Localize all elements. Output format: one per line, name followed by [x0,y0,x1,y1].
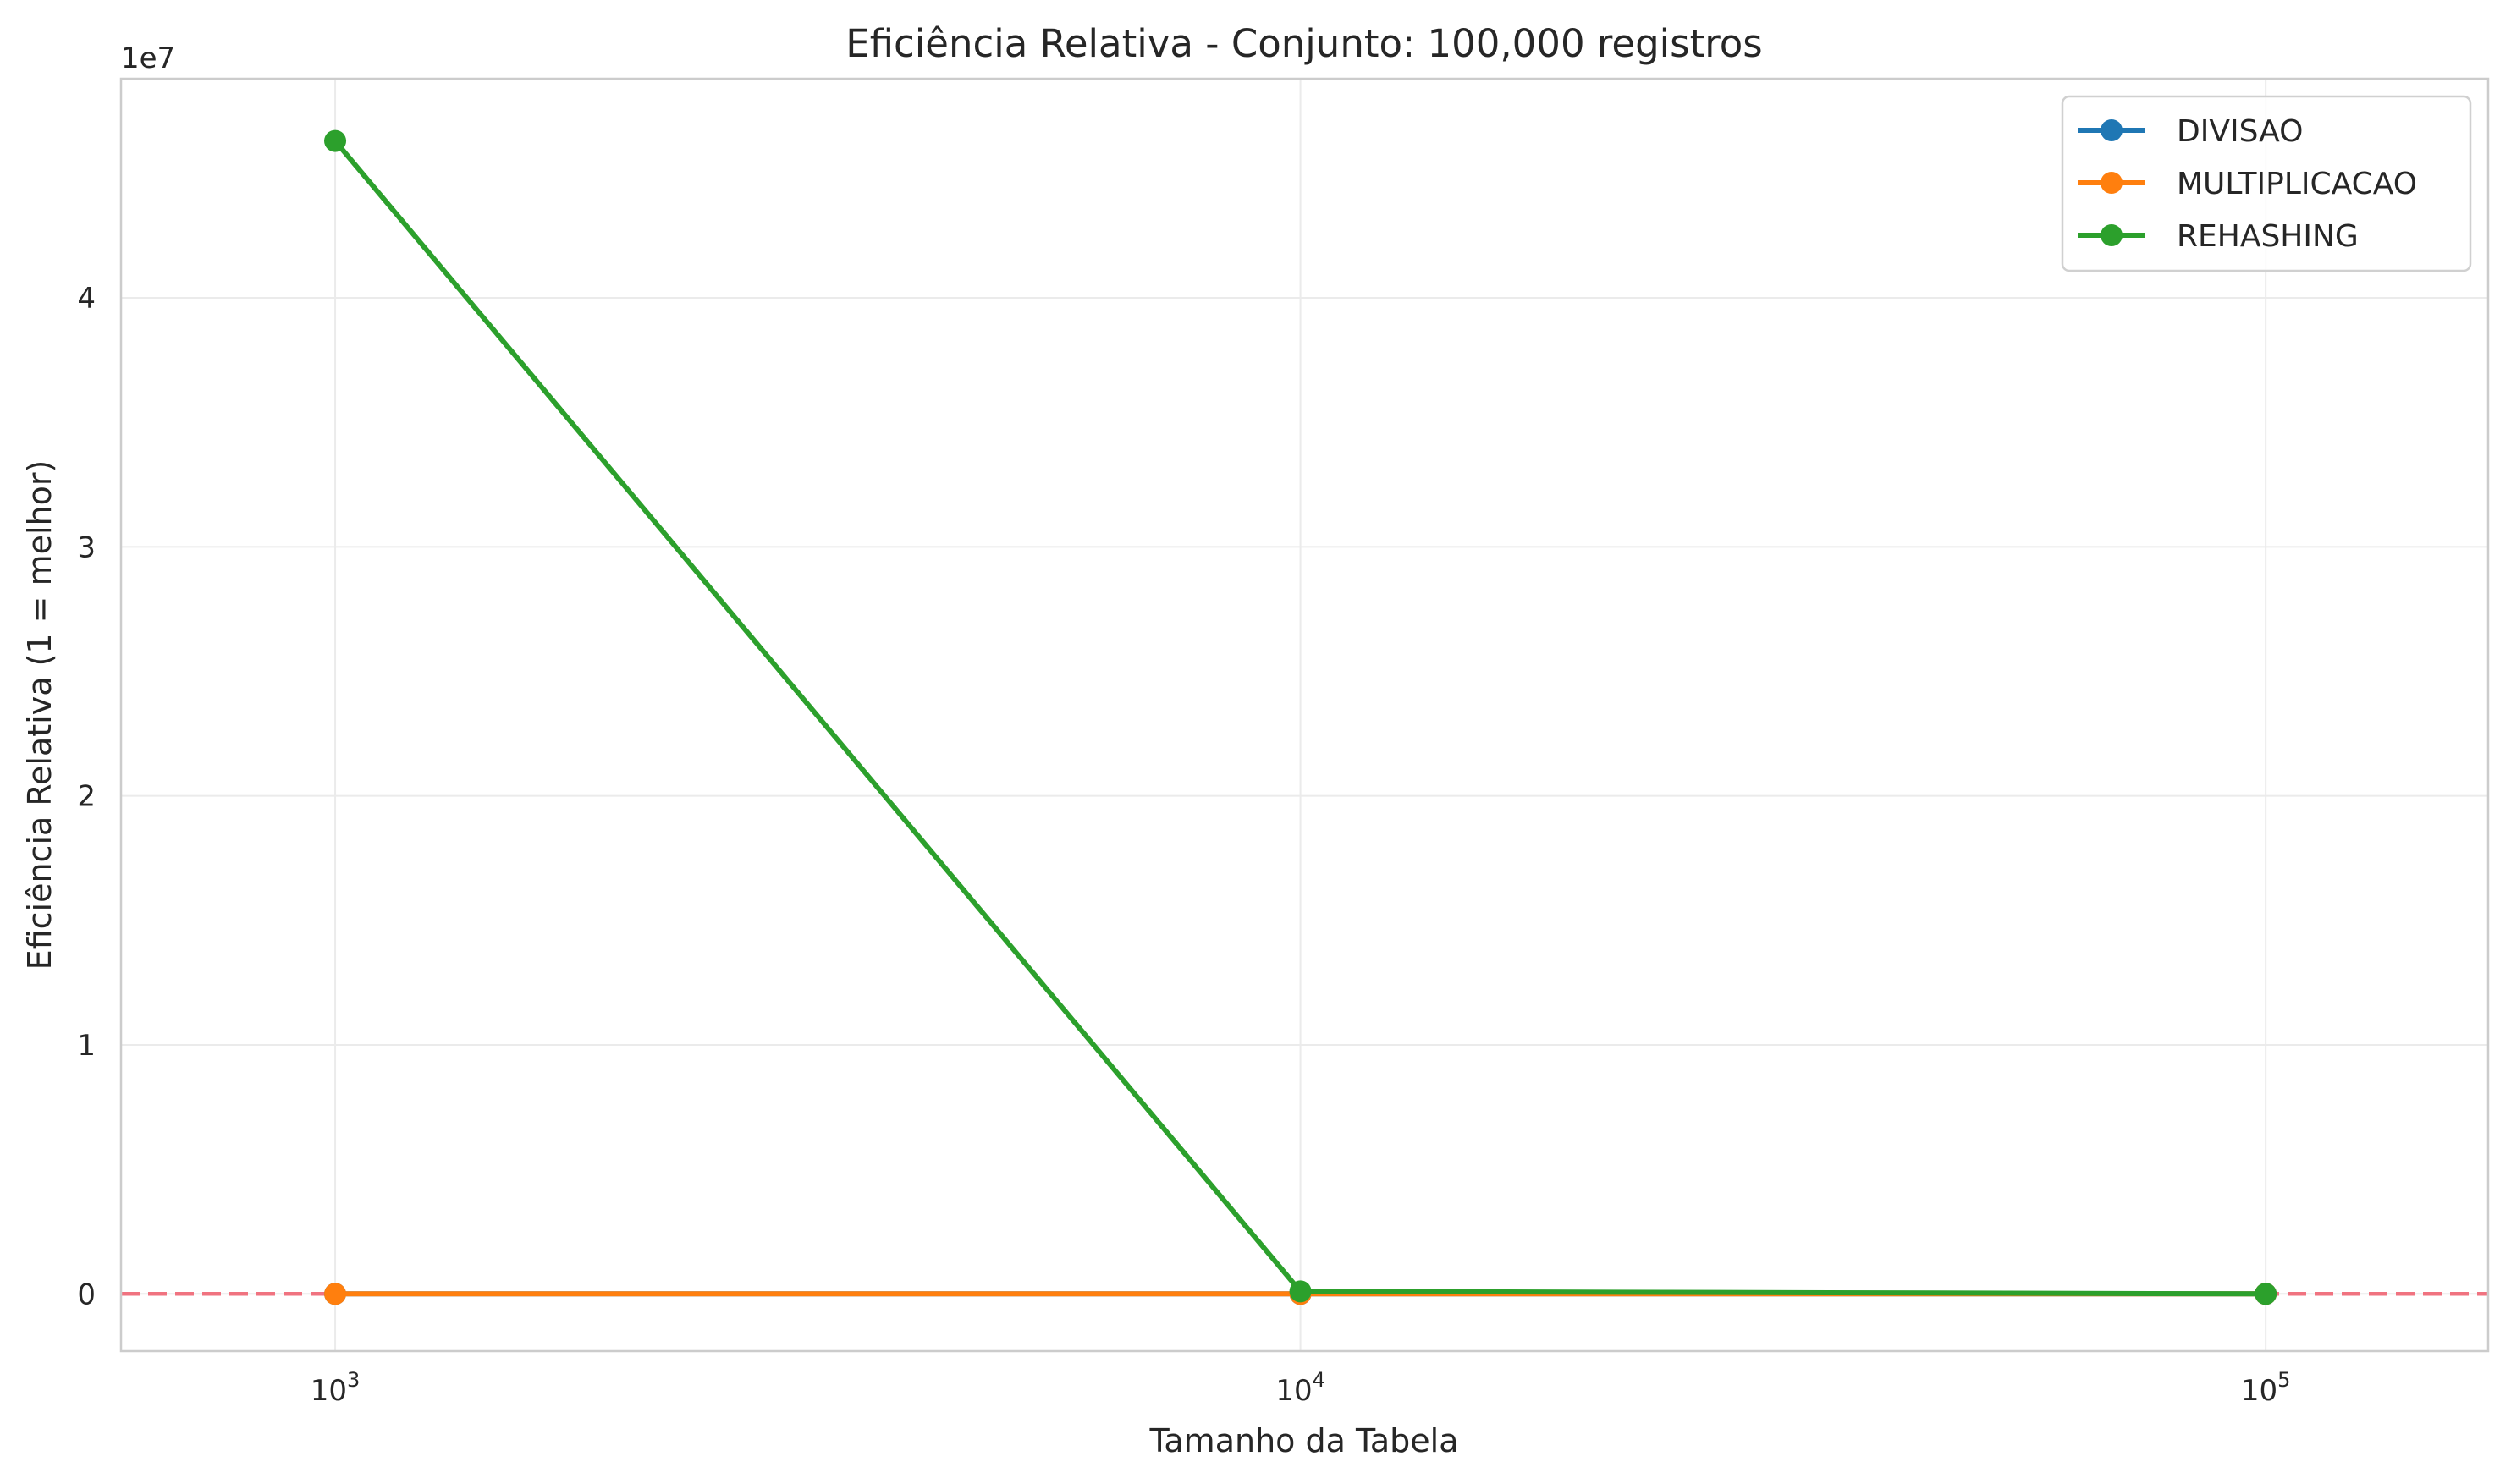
chart-title: Eficiência Relativa - Conjunto: 100,000 … [845,21,1762,66]
x-tick-label: 103 [311,1368,361,1408]
data-point-rehashing [2255,1283,2277,1305]
legend-entry: MULTIPLICACAO [2177,167,2417,201]
x-tick-label: 105 [2241,1368,2291,1408]
y-tick-label: 3 [77,530,96,564]
y-tick-label: 4 [77,282,96,316]
y-tick-label: 2 [77,780,96,814]
legend-marker [2101,172,2123,194]
legend: DIVISAO MULTIPLICACAO REHASHING [2061,95,2472,272]
y-axis-label: Eficiência Relativa (1 = melhor) [21,460,58,970]
series-layer [324,129,2277,1305]
data-point-rehashing [324,129,347,152]
legend-marker [2101,224,2123,246]
legend-entry: REHASHING [2177,219,2359,254]
y-offset-label: 1e7 [121,41,175,75]
legend-marker [2101,119,2123,141]
x-tick-label: 104 [1275,1368,1325,1408]
data-point-multiplicacao [324,1283,347,1305]
plot-background [121,79,2488,1351]
legend-box [2061,95,2472,272]
tick-layer: 103 104 105 0 1 2 3 4 [77,282,2290,1408]
legend-entry: DIVISAO [2177,114,2303,149]
plot-frame [119,77,2490,1353]
y-tick-label: 0 [77,1278,96,1311]
data-point-rehashing [1289,1280,1312,1303]
y-tick-label: 1 [77,1029,96,1063]
x-axis-label: Tamanho da Tabela [1148,1422,1458,1459]
